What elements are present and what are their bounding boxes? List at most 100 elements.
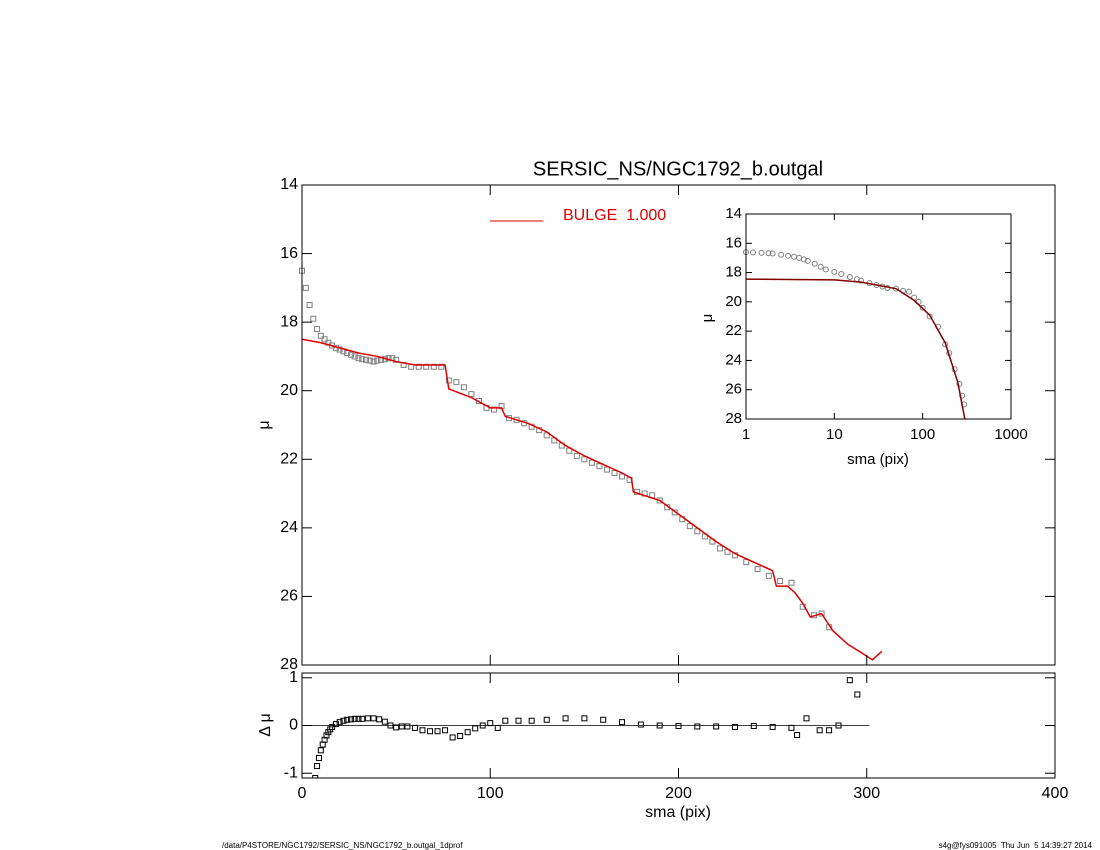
data-point <box>319 741 326 748</box>
legend-label: BULGE 1.000 <box>563 207 666 224</box>
data-point <box>449 734 456 741</box>
data-point <box>427 728 434 735</box>
data-point <box>317 747 324 754</box>
data-point <box>596 463 603 470</box>
data-point <box>543 432 550 439</box>
data-point <box>573 452 580 459</box>
x-axis-label: sma (pix) <box>847 451 909 468</box>
data-point <box>713 723 720 730</box>
x-tick-label: 400 <box>1042 785 1069 802</box>
x-tick-label: 100 <box>910 426 935 443</box>
data-point <box>321 336 328 343</box>
data-point <box>491 406 498 413</box>
x-tick-label: 300 <box>853 785 880 802</box>
data-point <box>336 719 343 726</box>
data-point <box>457 733 464 739</box>
y-tick-label: -1 <box>284 764 298 781</box>
data-point <box>321 736 328 743</box>
data-point <box>765 250 772 257</box>
data-point <box>581 456 588 463</box>
data-point <box>393 356 400 363</box>
data-point <box>562 715 569 722</box>
y-tick-label: 24 <box>725 351 742 368</box>
model-line <box>301 338 883 661</box>
data-point <box>323 732 330 739</box>
data-point <box>804 257 811 264</box>
data-point <box>336 346 343 353</box>
data-point <box>332 721 339 728</box>
y-tick-label: 14 <box>725 205 742 222</box>
x-axis-label: sma (pix) <box>645 804 711 821</box>
model-line <box>745 278 966 420</box>
data-point <box>750 722 757 729</box>
data-point <box>817 263 824 270</box>
data-point <box>694 723 701 730</box>
y-tick-label: 0 <box>289 717 298 734</box>
data-point <box>857 277 864 284</box>
data-point <box>656 497 663 504</box>
x-tick-label: 1 <box>742 426 750 443</box>
data-point <box>749 249 756 256</box>
y-tick-label: 1 <box>289 669 298 686</box>
data-point <box>785 252 792 259</box>
data-point <box>791 253 798 260</box>
plot-frame <box>301 184 1056 666</box>
data-point <box>694 528 701 535</box>
data-point <box>314 763 321 770</box>
data-point <box>743 559 750 566</box>
data-point <box>581 715 588 722</box>
data-point <box>686 523 693 530</box>
y-tick-label: 28 <box>725 410 742 427</box>
data-point <box>363 356 370 363</box>
data-point <box>502 717 509 724</box>
y-tick-label: 26 <box>280 588 298 605</box>
data-point <box>816 727 823 734</box>
y-tick-label: 22 <box>280 451 298 468</box>
x-tick-label: 0 <box>298 785 307 802</box>
data-point <box>340 717 347 724</box>
data-point <box>905 288 912 295</box>
data-point <box>769 723 776 730</box>
data-point <box>351 353 358 360</box>
data-point <box>487 720 494 727</box>
data-point <box>370 358 377 365</box>
data-point <box>387 722 394 729</box>
data-point <box>464 729 471 736</box>
data-point <box>603 466 610 473</box>
data-point <box>419 727 426 734</box>
data-point <box>347 351 354 358</box>
data-point <box>374 357 381 364</box>
data-point <box>479 722 486 729</box>
data-point <box>777 578 784 584</box>
y-tick-label: 16 <box>725 234 742 251</box>
y-axis-label: μ <box>256 420 273 429</box>
data-point <box>411 724 418 731</box>
plot-frame <box>745 213 1012 420</box>
data-point <box>393 724 400 731</box>
data-point <box>445 377 452 384</box>
data-point <box>919 304 926 311</box>
data-point <box>822 266 829 273</box>
data-point <box>434 728 441 735</box>
data-point <box>472 725 479 732</box>
y-tick-label: 18 <box>280 313 298 330</box>
chart-title: SERSIC_NS/NGC1792_b.outgal <box>533 158 823 180</box>
x-tick-label: 1000 <box>994 426 1027 443</box>
data-point <box>788 724 795 731</box>
data-point <box>731 723 738 730</box>
data-point <box>442 727 449 734</box>
y-tick-label: 14 <box>280 176 298 193</box>
data-point <box>359 715 366 722</box>
data-point <box>344 716 351 723</box>
data-point <box>826 727 833 734</box>
data-point <box>765 572 772 579</box>
data-point <box>494 724 501 731</box>
data-point <box>376 716 383 723</box>
data-point <box>846 677 853 684</box>
data-point <box>355 715 362 722</box>
footer-left: /data/P4STORE/NGC1792/SERSIC_NS/NGC1792_… <box>222 841 463 850</box>
y-tick-label: 20 <box>725 293 742 310</box>
data-point <box>351 715 358 722</box>
x-tick-label: 10 <box>826 426 843 443</box>
data-point <box>543 716 550 723</box>
